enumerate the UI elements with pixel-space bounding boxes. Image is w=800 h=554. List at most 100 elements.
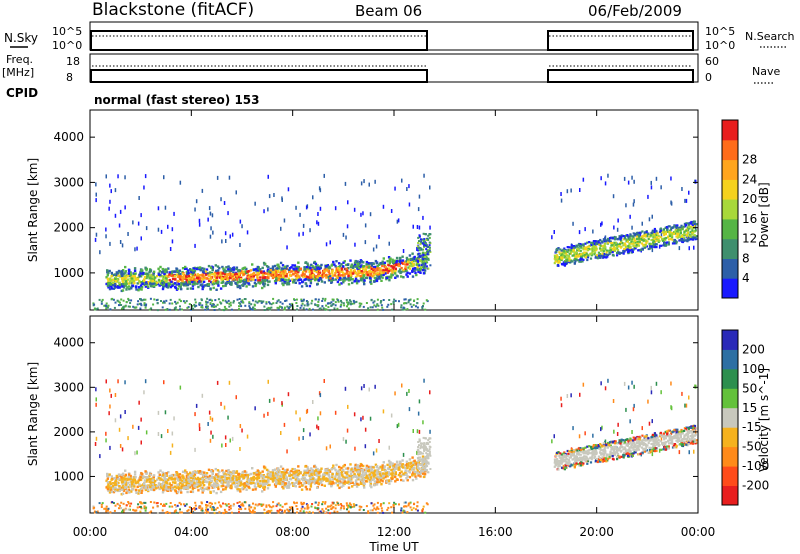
power-sparse-echo — [298, 232, 300, 237]
power-ground-echo — [317, 298, 320, 301]
cpid-label: CPID — [6, 86, 38, 100]
power-echo — [288, 279, 292, 282]
power-echo — [353, 261, 357, 265]
power-echo — [398, 260, 402, 263]
power-echo — [322, 269, 326, 273]
power-sparse-echo — [302, 223, 305, 228]
power-echo — [262, 276, 265, 279]
power-echo — [221, 272, 224, 275]
power-echo — [295, 267, 298, 270]
power-sparse-echo — [105, 227, 107, 232]
power-sparse-echo — [317, 221, 320, 226]
velocity-ground-echo — [424, 511, 427, 514]
power-echo — [376, 271, 379, 275]
power-sparse-echo — [604, 181, 607, 186]
power-ground-echo — [373, 304, 376, 307]
noise-left-tick-bottom: 10^0 — [52, 39, 82, 52]
power-echo — [175, 268, 179, 271]
power-echo — [252, 273, 255, 276]
power-sparse-echo — [254, 201, 256, 206]
velocity-echo — [193, 477, 196, 480]
power-echo — [370, 282, 373, 285]
power-ground-echo — [372, 301, 375, 304]
power-evening-echo — [664, 238, 667, 241]
power-sparse-echo — [560, 198, 563, 203]
power-echo — [412, 267, 415, 271]
power-evening-echo — [605, 251, 608, 254]
power-echo — [329, 277, 332, 280]
velocity-ground-echo — [422, 505, 425, 508]
power-evening-echo — [589, 257, 593, 260]
power-sparse-echo — [319, 206, 322, 211]
power-echo — [309, 279, 313, 283]
velocity-echo — [371, 473, 375, 476]
velocity-ground-echo — [145, 506, 148, 509]
power-evening-echo — [631, 238, 634, 241]
power-evening-echo — [628, 247, 631, 250]
power-evening-echo — [559, 252, 562, 255]
power-echo — [323, 281, 326, 284]
power-evening-echo — [590, 254, 593, 257]
power-echo — [386, 269, 389, 272]
power-ground-echo — [136, 303, 139, 306]
power-ground-echo — [242, 301, 244, 304]
power-echo — [421, 268, 425, 272]
power-sparse-echo — [342, 232, 345, 237]
velocity-ground-echo — [238, 511, 240, 514]
power-evening-echo — [655, 239, 658, 242]
velocity-echo — [343, 463, 346, 467]
power-echo — [185, 271, 189, 274]
velocity-ground-echo — [141, 502, 144, 505]
power-ground-echo — [113, 306, 116, 309]
power-evening-echo — [602, 250, 605, 253]
velocity-echo — [312, 471, 316, 474]
velocity-ground-echo — [381, 509, 384, 512]
power-evening-echo — [571, 245, 574, 248]
power-ground-echo — [124, 305, 127, 308]
velocity-ground-echo — [112, 502, 115, 504]
power-echo — [202, 267, 206, 271]
power-echo — [247, 279, 250, 282]
velocity-echo — [125, 483, 129, 486]
power-echo — [331, 269, 334, 272]
power-echo — [253, 281, 257, 285]
power-echo — [140, 281, 143, 284]
power-evening-echo — [604, 246, 607, 249]
velocity-ground-echo — [416, 505, 419, 508]
power-echo — [331, 272, 334, 275]
power-echo — [127, 285, 130, 288]
power-sparse-echo — [157, 206, 160, 211]
power-evening-echo — [681, 235, 684, 238]
velocity-echo — [372, 466, 375, 469]
velocity-echo — [273, 479, 277, 482]
velocity-ground-echo — [409, 501, 412, 504]
velocity-ground-echo — [161, 509, 164, 512]
power-transition-echo — [418, 249, 421, 252]
power-evening-echo — [563, 247, 566, 250]
power-sparse-echo — [299, 212, 301, 217]
velocity-ground-echo — [321, 501, 324, 503]
power-transition-echo — [426, 253, 429, 256]
power-echo — [367, 263, 371, 266]
velocity-echo — [365, 476, 368, 479]
power-echo — [235, 267, 238, 271]
power-evening-echo — [602, 253, 605, 256]
velocity-ground-echo — [257, 503, 260, 506]
velocity-echo — [340, 485, 343, 488]
power-echo — [122, 286, 126, 289]
power-echo — [411, 264, 414, 268]
velocity-echo — [313, 470, 317, 473]
power-echo — [275, 269, 278, 272]
power-evening-echo — [621, 242, 624, 245]
velocity-echo — [282, 479, 285, 482]
power-ground-echo — [327, 306, 330, 309]
power-evening-echo — [689, 238, 692, 241]
power-evening-echo — [601, 241, 604, 244]
power-echo — [241, 284, 244, 287]
velocity-echo — [386, 475, 389, 478]
power-echo — [312, 268, 316, 271]
power-echo — [121, 289, 125, 292]
power-echo — [220, 281, 223, 284]
power-ground-echo — [243, 298, 246, 300]
power-echo — [134, 272, 137, 275]
